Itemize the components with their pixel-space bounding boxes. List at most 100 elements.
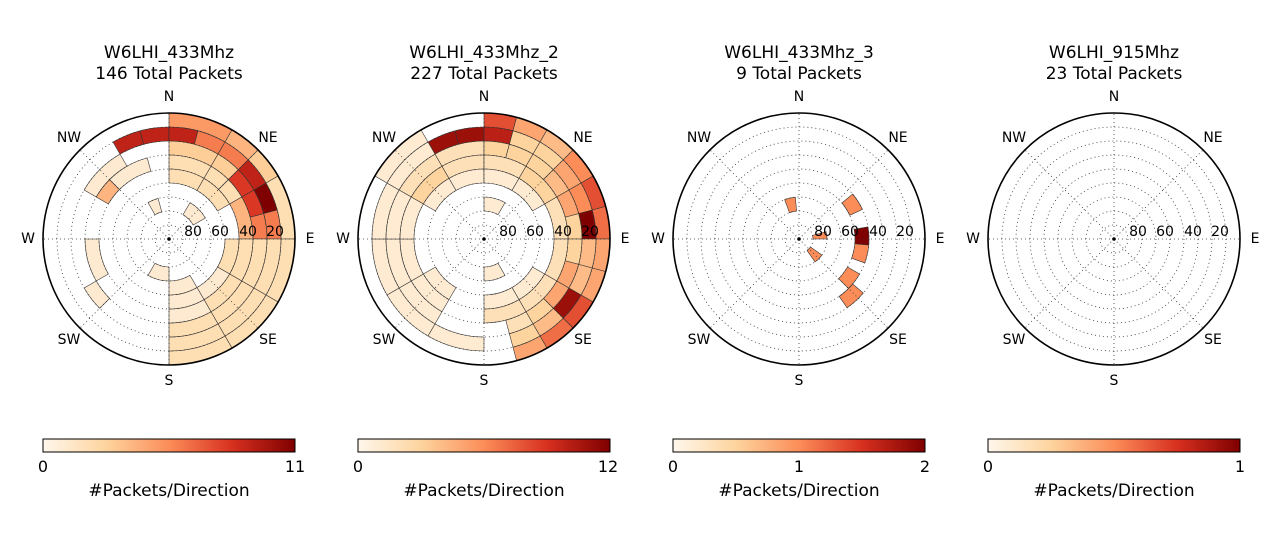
zenith-point — [167, 237, 171, 241]
direction-label-e: E — [1251, 231, 1260, 247]
azimuth-spoke — [168, 238, 259, 329]
heat-cell — [483, 262, 506, 282]
azimuth-spoke — [394, 149, 485, 240]
colorbar-max-label: 1 — [1235, 457, 1245, 476]
elevation-ring — [1099, 224, 1129, 254]
direction-label-w: W — [336, 231, 350, 247]
azimuth-spoke — [798, 238, 889, 329]
colorbar — [357, 438, 611, 453]
colorbar — [672, 438, 926, 453]
elevation-ring — [98, 168, 240, 310]
direction-label-n: N — [479, 89, 489, 105]
azimuth-spoke — [483, 149, 574, 240]
radial-tick-label: 60 — [841, 224, 859, 240]
elevation-ring — [70, 140, 268, 338]
colorbar-mid-label: 1 — [794, 457, 804, 476]
radial-tick-label: 80 — [1129, 224, 1147, 240]
colorbar — [42, 438, 296, 453]
polar-boundary — [672, 112, 926, 366]
elevation-ring — [700, 140, 898, 338]
azimuth-spoke — [483, 238, 574, 329]
heat-cell — [422, 266, 457, 301]
panel-title: W6LHI_915Mhz — [1049, 43, 1179, 63]
radial-tick-label: 80 — [814, 224, 832, 240]
panel-title: W6LHI_433Mhz — [104, 43, 234, 63]
radial-tick-label: 80 — [184, 224, 202, 240]
azimuth-spoke — [79, 149, 170, 240]
elevation-ring — [441, 196, 527, 282]
colorbar — [987, 438, 1241, 453]
direction-label-w: W — [21, 231, 35, 247]
radial-tick-label: 40 — [869, 224, 887, 240]
heat-cell — [147, 198, 163, 216]
heat-cell — [427, 323, 485, 352]
direction-label-w: W — [651, 231, 665, 247]
direction-label-nw: NW — [687, 130, 711, 146]
colorbar-label: #Packets/Direction — [88, 481, 249, 501]
direction-label-ne: NE — [888, 130, 907, 146]
colorbar-label: #Packets/Direction — [1033, 481, 1194, 501]
panel-subtitle: 23 Total Packets — [1046, 64, 1183, 84]
heat-cell — [139, 126, 170, 145]
elevation-ring — [126, 196, 212, 282]
direction-label-se: SE — [889, 332, 907, 348]
direction-label-s: S — [1110, 373, 1119, 389]
polar-grid — [672, 112, 926, 366]
panel-subtitle: 9 Total Packets — [736, 64, 862, 84]
azimuth-spoke — [1024, 149, 1115, 240]
direction-label-n: N — [1109, 89, 1119, 105]
heat-cell — [147, 262, 170, 282]
radial-tick-label: 20 — [266, 224, 284, 240]
elevation-ring — [154, 224, 184, 254]
azimuth-spoke — [709, 149, 800, 240]
direction-label-sw: SW — [688, 332, 711, 348]
panel-subtitle: 227 Total Packets — [410, 64, 558, 84]
elevation-ring — [469, 224, 499, 254]
direction-label-e: E — [936, 231, 945, 247]
elevation-ring — [756, 196, 842, 282]
zenith-point — [797, 237, 801, 241]
direction-label-nw: NW — [372, 130, 396, 146]
direction-label-s: S — [165, 373, 174, 389]
direction-label-nw: NW — [1002, 130, 1026, 146]
radial-tick-label: 60 — [526, 224, 544, 240]
elevation-ring — [784, 224, 814, 254]
azimuth-spoke — [798, 149, 889, 240]
polar-panel-4: W6LHI_915Mhz 23 Total Packets N NE E SE … — [966, 43, 1259, 501]
direction-label-s: S — [795, 373, 804, 389]
azimuth-spoke — [1024, 238, 1115, 329]
panel-title: W6LHI_433Mhz_2 — [409, 43, 559, 63]
direction-label-se: SE — [1204, 332, 1222, 348]
elevation-ring — [1071, 196, 1157, 282]
direction-label-w: W — [966, 231, 980, 247]
colorbar-max-label: 12 — [598, 457, 618, 476]
polar-grid — [42, 112, 296, 366]
panel-subtitle: 146 Total Packets — [95, 64, 243, 84]
elevation-ring — [1043, 168, 1185, 310]
direction-label-ne: NE — [573, 130, 592, 146]
radial-tick-label: 20 — [581, 224, 599, 240]
heat-cell — [806, 246, 823, 263]
heat-cell — [483, 287, 520, 310]
heat-cell — [399, 196, 424, 240]
zenith-point — [1112, 237, 1116, 241]
radial-tick-label: 40 — [1184, 224, 1202, 240]
heat-cell — [84, 238, 109, 282]
polar-boundary — [357, 112, 611, 366]
direction-label-ne: NE — [258, 130, 277, 146]
direction-label-n: N — [164, 89, 174, 105]
direction-label-s: S — [480, 373, 489, 389]
azimuth-spoke — [168, 149, 259, 240]
heat-cell — [841, 193, 863, 216]
direction-label-se: SE — [574, 332, 592, 348]
polar-panel-3: W6LHI_433Mhz_3 9 Total Packets N NE E SE… — [651, 43, 944, 501]
colorbar-min-label: 0 — [353, 457, 363, 476]
heat-cell — [182, 202, 206, 226]
direction-label-sw: SW — [1003, 332, 1026, 348]
panel-title: W6LHI_433Mhz_3 — [724, 43, 874, 63]
polar-panel-1: W6LHI_433Mhz 146 Total Packets N NE E SE… — [21, 43, 314, 501]
colorbar-max-label: 11 — [285, 457, 305, 476]
direction-label-nw: NW — [57, 130, 81, 146]
polar-grid — [357, 112, 611, 366]
elevation-ring — [385, 140, 583, 338]
